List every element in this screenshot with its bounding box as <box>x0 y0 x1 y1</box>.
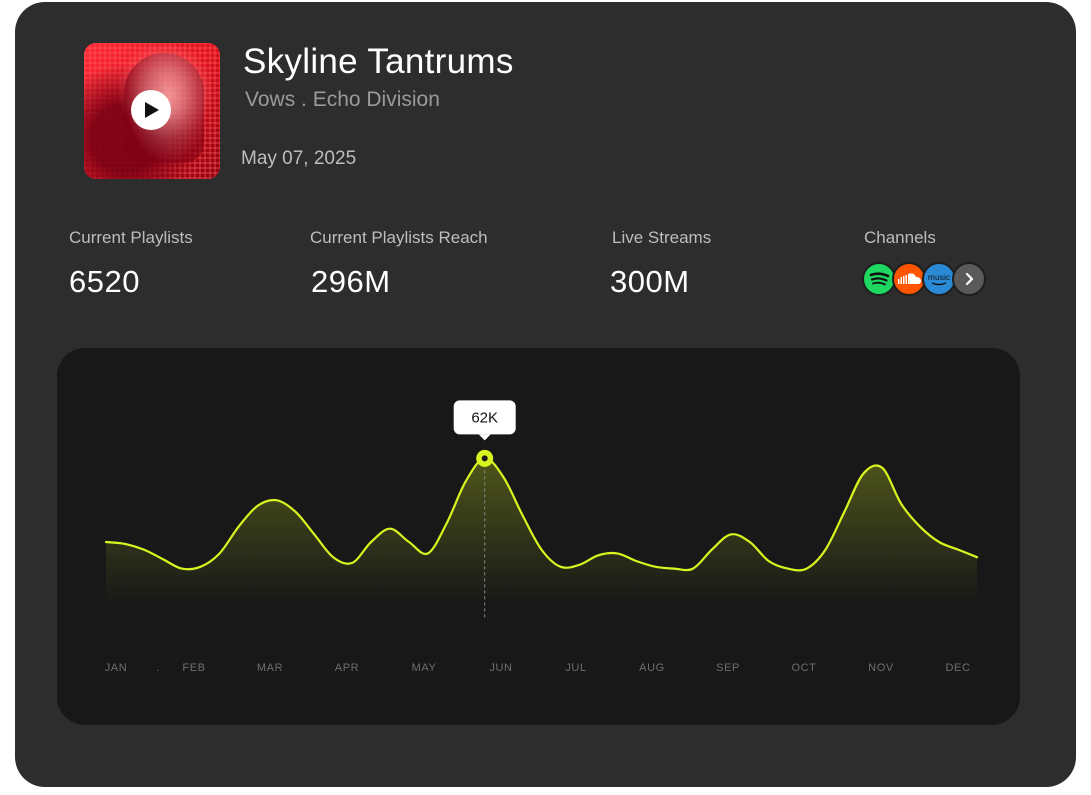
tooltip-arrow <box>478 434 491 441</box>
stat-value-current-playlists: 6520 <box>69 264 140 299</box>
highlight-point-center <box>481 455 488 462</box>
play-button[interactable] <box>131 90 171 130</box>
amazon-music-icon: music <box>928 272 951 286</box>
x-axis-label-jun: JUN <box>489 662 512 674</box>
soundcloud-icon <box>898 273 921 284</box>
channel-amazon-music[interactable]: music <box>922 262 956 296</box>
x-axis-label-oct: OCT <box>791 662 816 674</box>
amazon-music-text: music <box>928 272 951 282</box>
stat-label-playlists-reach: Current Playlists Reach <box>310 228 488 247</box>
x-axis-label-dot: . <box>156 662 160 674</box>
channel-spotify[interactable] <box>862 262 896 296</box>
spotify-icon <box>869 272 890 286</box>
streams-line-chart[interactable]: 62K JAN. FEB MAR APR MAY JUN JUL AUG SEP OCT NOV DEC <box>57 348 1020 725</box>
x-axis-label-aug: AUG <box>639 662 665 674</box>
chevron-right-icon <box>965 272 974 286</box>
stat-value-playlists-reach: 296M <box>311 264 391 299</box>
channels-more-button[interactable] <box>952 262 986 296</box>
streams-chart-panel: 62K JAN. FEB MAR APR MAY JUN JUL AUG SEP OCT NOV DEC <box>57 348 1020 725</box>
track-title: Skyline Tantrums <box>243 42 514 81</box>
series-area-fill <box>106 458 977 603</box>
x-axis-label-may: MAY <box>412 662 437 674</box>
x-axis-label-apr: APR <box>335 662 359 674</box>
stat-label-channels: Channels <box>864 228 936 247</box>
play-icon <box>145 102 159 118</box>
x-axis-label-dec: DEC <box>945 662 970 674</box>
tooltip-box <box>453 400 516 435</box>
stat-value-live-streams: 300M <box>610 264 690 299</box>
x-axis-label-sep: SEP <box>716 662 740 674</box>
x-axis-label-nov: NOV <box>868 662 894 674</box>
x-axis-label-jul: JUL <box>565 662 586 674</box>
x-axis-label-feb: FEB <box>182 662 205 674</box>
tooltip-value: 62K <box>471 409 498 426</box>
stat-label-live-streams: Live Streams <box>612 228 712 247</box>
album-cover[interactable] <box>84 43 220 179</box>
channel-soundcloud[interactable] <box>892 262 926 296</box>
stat-label-current-playlists: Current Playlists <box>69 228 193 247</box>
release-date: May 07, 2025 <box>241 148 357 169</box>
x-axis-label-jan: JAN <box>105 662 128 674</box>
series-line <box>104 457 979 572</box>
track-artist-label[interactable]: Vows . Echo Division <box>245 88 440 111</box>
x-axis-label-mar: MAR <box>257 662 283 674</box>
channel-list: music <box>862 262 992 298</box>
